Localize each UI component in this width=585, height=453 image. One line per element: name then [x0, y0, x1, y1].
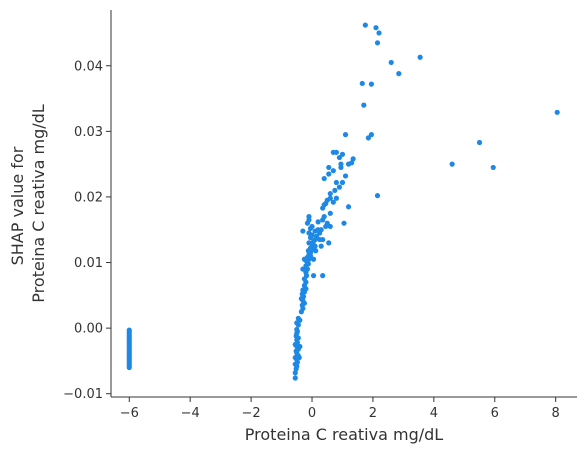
scatter-point — [310, 273, 317, 279]
scatter-point — [449, 161, 455, 167]
scatter-point — [296, 355, 302, 361]
scatter-point — [300, 228, 306, 234]
y-tick-label: 0.02 — [74, 190, 103, 205]
scatter-point — [345, 204, 352, 210]
scatter-point — [318, 243, 324, 249]
scatter-point — [342, 173, 349, 179]
scatter-point — [320, 273, 326, 279]
scatter-point — [320, 236, 326, 243]
x-tick-label: −4 — [181, 406, 200, 421]
scatter-point — [554, 109, 560, 115]
scatter-point — [327, 191, 333, 197]
y-tick-label: 0.01 — [74, 256, 103, 271]
scatter-point — [490, 164, 496, 171]
x-tick-label: 2 — [369, 406, 377, 421]
x-tick-label: −6 — [120, 406, 139, 421]
scatter-point — [336, 184, 343, 190]
scatter-point — [306, 240, 312, 246]
scatter-point — [300, 266, 306, 272]
scatter-point — [417, 54, 423, 60]
scatter-point — [374, 193, 381, 199]
y-tick-label: −0.01 — [63, 387, 103, 402]
y-tick-label: 0.00 — [74, 322, 103, 337]
scatter-point — [301, 256, 308, 262]
scatter-point — [294, 326, 300, 333]
scatter-point — [339, 151, 346, 157]
scatter-point — [336, 154, 343, 161]
scatter-point — [313, 248, 319, 254]
x-tick-label: 0 — [308, 406, 316, 421]
scatter-point — [365, 135, 371, 141]
scatter-point — [350, 156, 356, 162]
scatter-point — [333, 179, 339, 186]
scatter-point — [313, 233, 320, 239]
scatter-point — [315, 219, 321, 225]
x-tick-label: 4 — [430, 406, 438, 421]
scatter-point — [368, 132, 375, 138]
y-axis-title-line-2: Proteina C reativa mg/dL — [29, 104, 48, 302]
scatter-point — [396, 71, 402, 77]
scatter-point — [310, 256, 317, 262]
scatter-point — [326, 240, 332, 246]
scatter-point — [330, 149, 336, 155]
x-axis-ticks: −6 −4 −2 0 2 4 6 8 — [120, 397, 560, 421]
y-axis-ticks: −0.01 0.00 0.01 0.02 0.03 0.04 — [63, 59, 111, 402]
scatter-point — [292, 375, 298, 381]
y-tick-label: 0.03 — [74, 125, 103, 140]
scatter-point — [327, 210, 333, 216]
scatter-point — [359, 80, 365, 87]
scatter-point — [338, 161, 344, 167]
scatter-point — [295, 315, 301, 321]
scatter-point — [341, 220, 347, 226]
scatter-point — [332, 187, 338, 193]
scatter-point — [312, 243, 318, 249]
scatter-point — [339, 179, 346, 186]
x-tick-label: −2 — [242, 406, 261, 421]
scatter-point — [323, 223, 329, 230]
scatter-point — [309, 223, 315, 230]
y-axis-title: SHAP value for Proteina C reativa mg/dL — [8, 104, 48, 302]
scatter-point — [361, 102, 367, 108]
scatter-point — [321, 175, 327, 182]
scatter-points — [126, 22, 560, 381]
scatter-point — [376, 30, 382, 36]
x-tick-label: 6 — [491, 406, 499, 421]
scatter-point — [306, 230, 312, 236]
scatter-point — [330, 199, 336, 205]
scatter-point — [327, 195, 333, 201]
scatter-point — [342, 132, 349, 138]
scatter-point — [388, 59, 394, 66]
scatter-point — [321, 214, 327, 220]
scatter-point — [327, 223, 333, 230]
scatter-point — [373, 25, 379, 31]
scatter-point — [476, 139, 483, 146]
scatter-point — [326, 164, 332, 171]
scatter-point — [306, 214, 312, 220]
scatter-point — [349, 160, 355, 166]
scatter-point — [297, 343, 303, 350]
y-axis-title-line-1: SHAP value for — [8, 146, 27, 265]
scatter-point — [126, 364, 132, 371]
x-tick-label: 8 — [552, 406, 560, 421]
scatter-point — [368, 81, 375, 87]
scatter-point — [326, 171, 332, 177]
scatter-point — [362, 22, 368, 28]
scatter-point — [374, 40, 381, 46]
scatter-point — [292, 370, 298, 376]
y-tick-label: 0.04 — [74, 59, 103, 74]
scatter-point — [318, 227, 324, 233]
scatter-point — [333, 195, 339, 201]
x-axis-title: Proteina C reativa mg/dL — [245, 425, 443, 444]
scatter-point — [330, 168, 336, 174]
